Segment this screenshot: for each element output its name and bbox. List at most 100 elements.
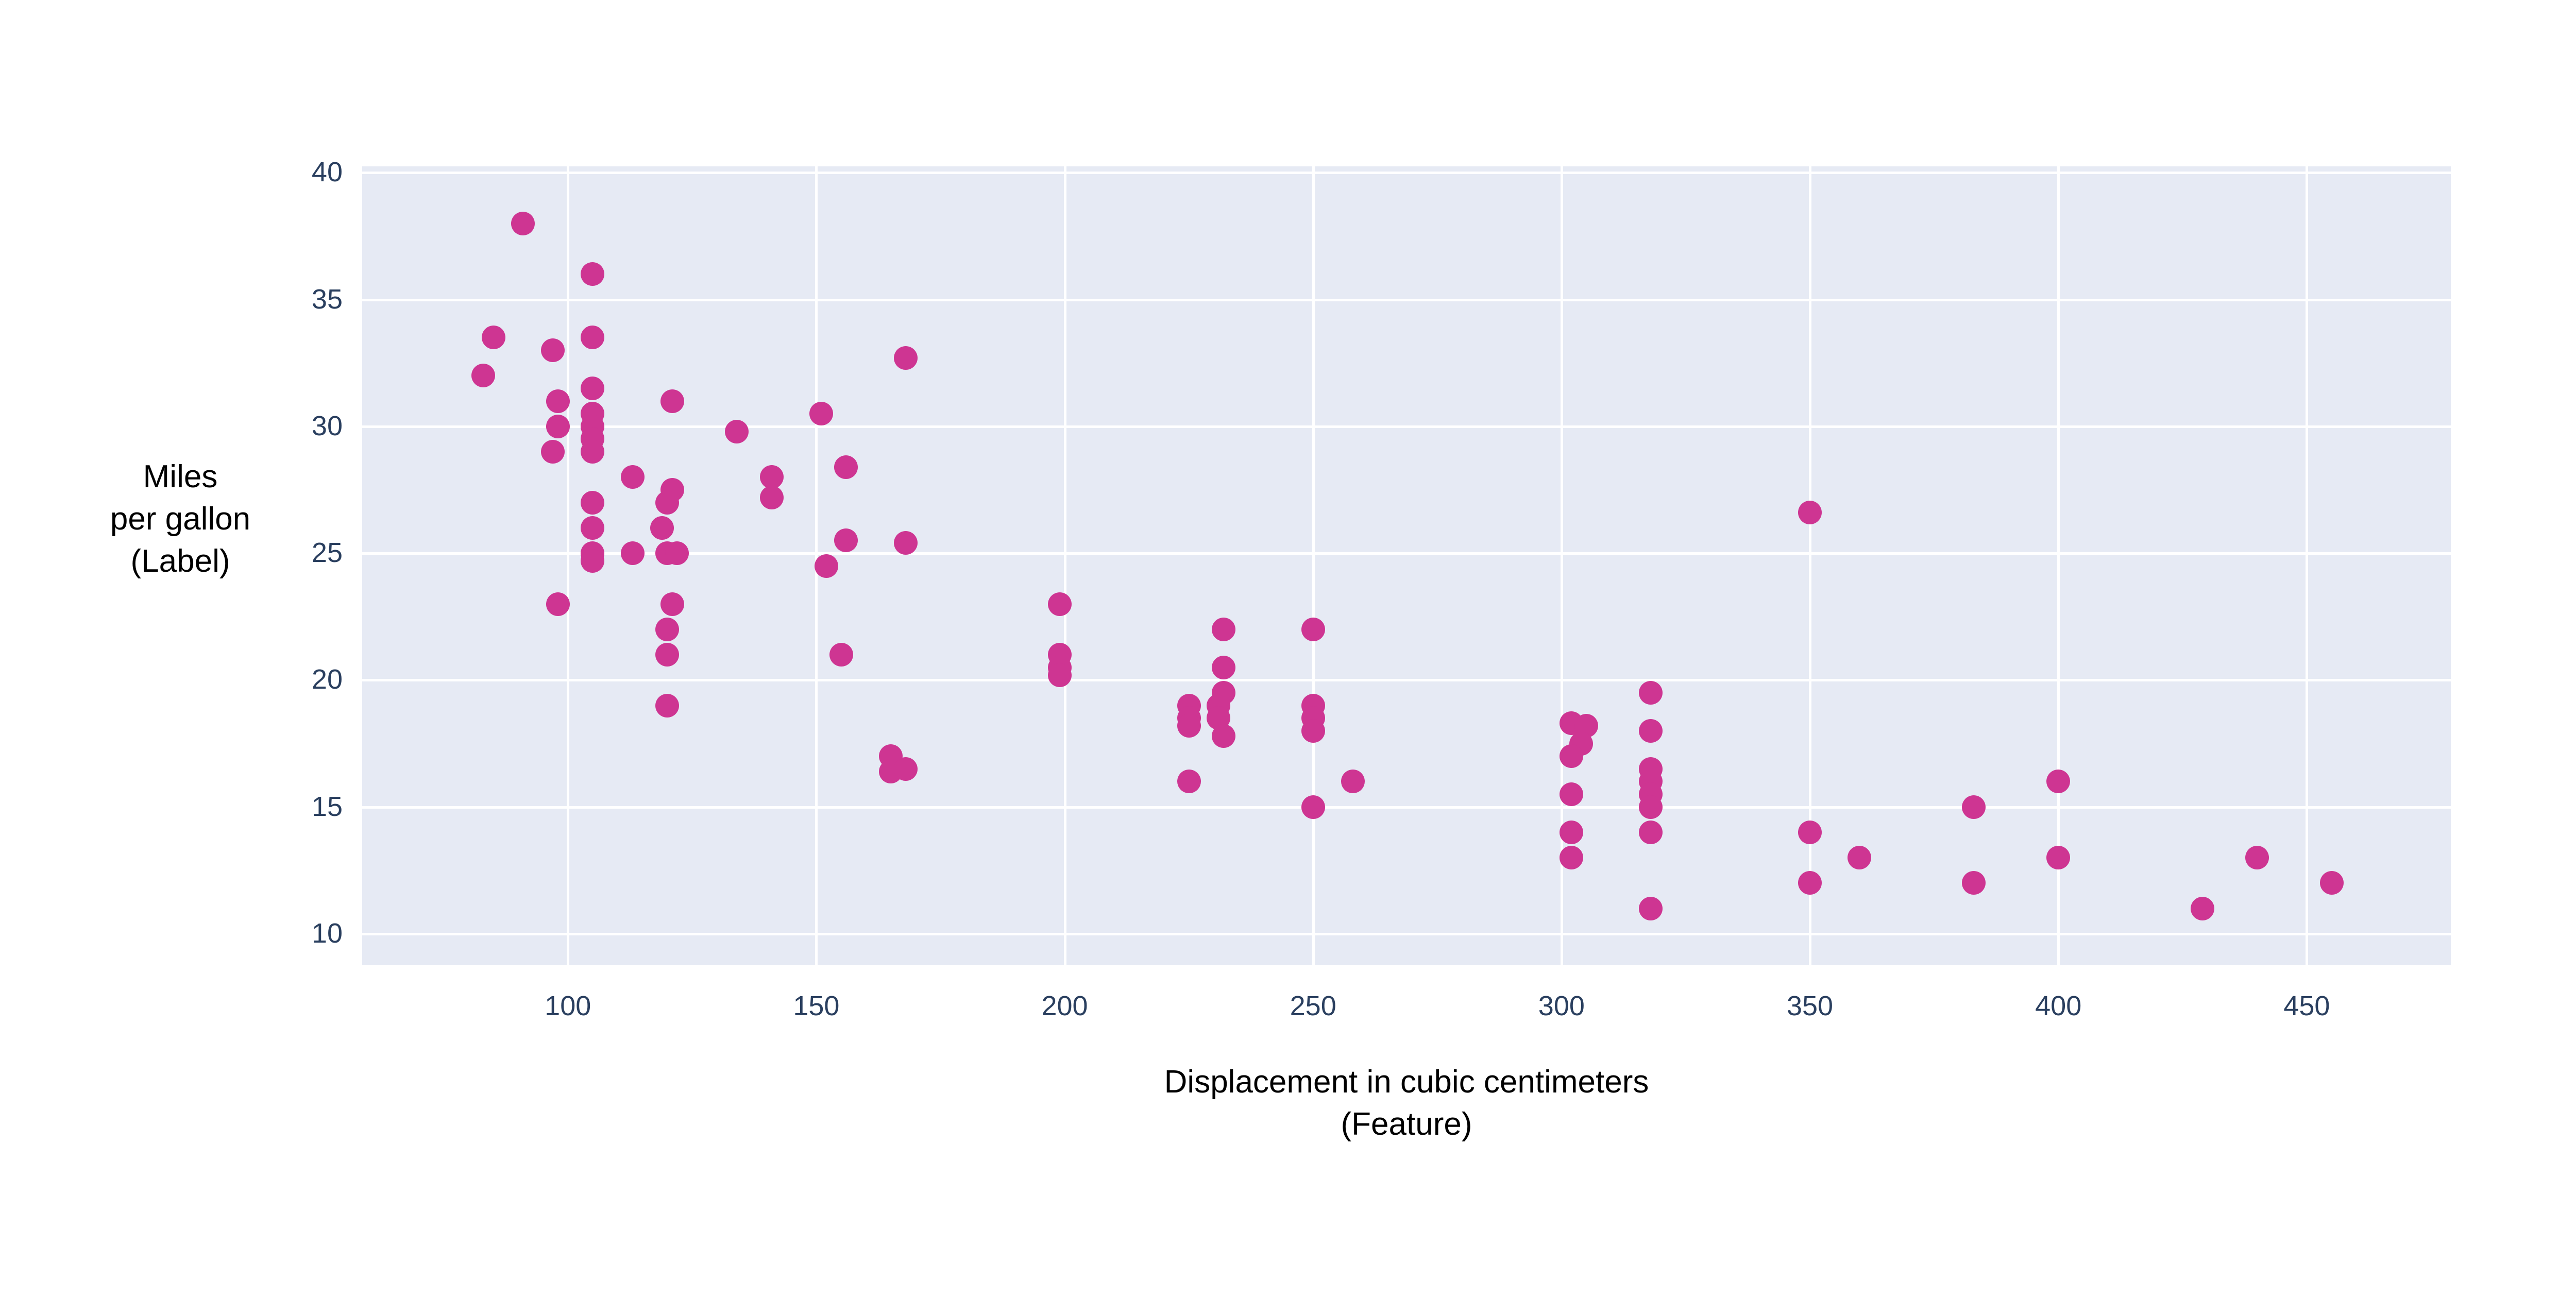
scatter-point (725, 419, 749, 443)
scatter-point (1301, 617, 1325, 641)
scatter-point (471, 364, 496, 388)
x-gridline (1063, 166, 1066, 965)
y-gridline (362, 806, 2451, 809)
x-axis-title-line: Displacement in cubic centimeters (1164, 1064, 1649, 1100)
scatter-point (581, 262, 605, 286)
scatter-point (1560, 820, 1584, 844)
scatter-point (1047, 592, 1072, 616)
scatter-point (834, 528, 858, 553)
scatter-point (660, 592, 684, 616)
scatter-point (665, 541, 689, 566)
scatter-point (581, 376, 605, 400)
y-tick-label: 20 (311, 664, 343, 695)
scatter-point (546, 592, 570, 616)
x-tick-label: 150 (793, 990, 840, 1021)
scatter-point (481, 326, 505, 350)
scatter-point (2190, 896, 2214, 920)
scatter-point (759, 465, 784, 489)
scatter-point (1848, 846, 1872, 870)
scatter-point (620, 541, 645, 566)
scatter-point (1962, 871, 1986, 895)
y-axis-title-line: Miles (143, 459, 218, 494)
scatter-point (893, 346, 918, 370)
x-gridline (1560, 166, 1563, 965)
scatter-point (511, 211, 535, 235)
scatter-point (2046, 770, 2071, 794)
scatter-point (1301, 795, 1325, 819)
scatter-point (1341, 770, 1365, 794)
scatter-point (2319, 871, 2344, 895)
scatter-point (2046, 846, 2071, 870)
scatter-point (1560, 846, 1584, 870)
y-tick-label: 10 (311, 917, 343, 949)
y-gridline (362, 932, 2451, 935)
y-axis-title: Miles per gallon (Label) (21, 456, 340, 583)
y-tick-label: 15 (311, 791, 343, 822)
x-tick-label: 350 (1786, 990, 1834, 1021)
scatter-point (1798, 820, 1822, 844)
scatter-point (655, 693, 680, 718)
scatter-point (893, 531, 918, 555)
scatter-point (814, 554, 838, 578)
x-axis-title-line: (Feature) (1341, 1106, 1472, 1142)
scatter-point (660, 389, 684, 413)
scatter-point (759, 485, 784, 509)
scatter-point (2245, 846, 2269, 870)
scatter-point (829, 643, 853, 667)
scatter-point (541, 338, 565, 363)
y-gridline (362, 425, 2451, 428)
scatter-point (1177, 714, 1201, 738)
scatter-point (834, 455, 858, 479)
scatter-point (655, 617, 680, 641)
x-tick-label: 100 (545, 990, 591, 1021)
x-tick-label: 300 (1538, 990, 1585, 1021)
y-tick-label: 35 (311, 283, 343, 315)
scatter-point (893, 757, 918, 781)
y-axis-title-line: (Label) (130, 543, 230, 579)
scatter-point (1047, 663, 1072, 687)
x-gridline (2306, 166, 2309, 965)
x-axis-title: Displacement in cubic centimeters (Featur… (362, 1061, 2451, 1146)
scatter-point (1212, 617, 1236, 641)
scatter-point (1560, 782, 1584, 807)
scatter-point (1212, 724, 1236, 748)
plot-area (362, 166, 2451, 965)
scatter-point (655, 643, 680, 667)
scatter-point (1639, 719, 1663, 743)
x-gridline (2057, 166, 2060, 965)
scatter-point (650, 516, 674, 540)
scatter-point (1639, 795, 1663, 819)
scatter-point (581, 326, 605, 350)
scatter-point (1177, 770, 1201, 794)
scatter-point (581, 490, 605, 515)
x-gridline (567, 166, 570, 965)
scatter-point (1798, 501, 1822, 525)
x-tick-label: 250 (1290, 990, 1336, 1021)
scatter-point (1639, 820, 1663, 844)
y-gridline (362, 298, 2451, 301)
scatter-point (541, 440, 565, 464)
scatter-point (620, 465, 645, 489)
y-gridline (362, 552, 2451, 555)
y-gridline (362, 172, 2451, 175)
scatter-point (1962, 795, 1986, 819)
y-gridline (362, 679, 2451, 682)
y-tick-label: 40 (311, 157, 343, 188)
scatter-point (581, 549, 605, 573)
scatter-point (546, 389, 570, 413)
y-tick-label: 25 (311, 537, 343, 569)
scatter-point (581, 440, 605, 464)
x-tick-label: 200 (1041, 990, 1088, 1021)
scatter-point (1301, 719, 1325, 743)
x-tick-label: 400 (2035, 990, 2082, 1021)
y-axis-title-line: per gallon (110, 501, 251, 537)
scatter-point (1639, 681, 1663, 705)
x-gridline (1809, 166, 1812, 965)
scatter-point (1798, 871, 1822, 895)
scatter-point (1212, 655, 1236, 679)
y-tick-label: 30 (311, 410, 343, 441)
scatter-point (1560, 744, 1584, 768)
scatter-point (809, 402, 834, 426)
scatter-point (546, 414, 570, 438)
